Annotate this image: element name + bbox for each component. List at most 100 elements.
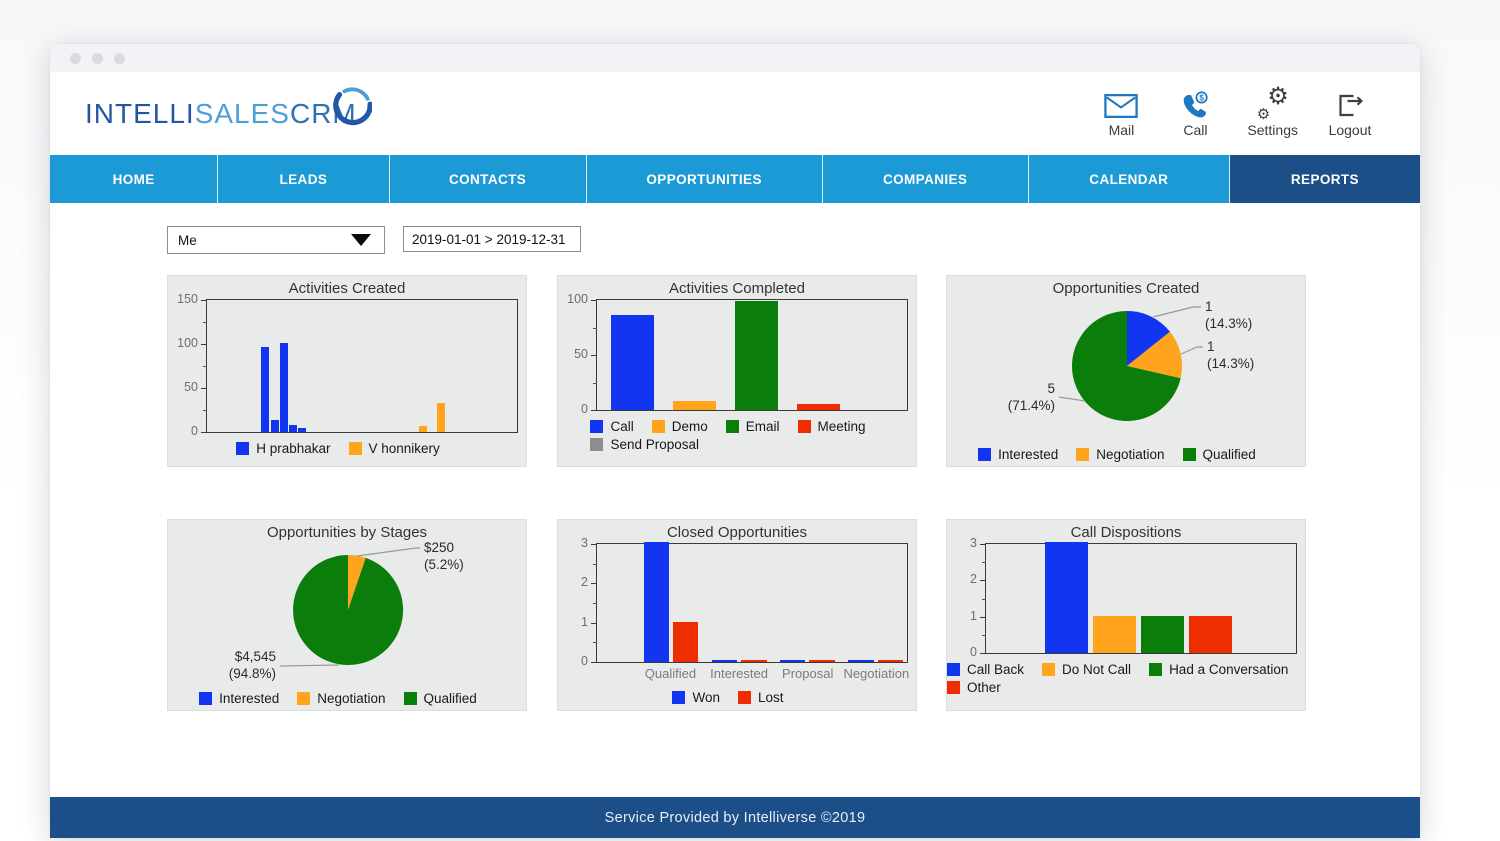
y-minor-tick	[982, 634, 986, 636]
date-range-input[interactable]: 2019-01-01 > 2019-12-31	[403, 226, 581, 252]
pie-callout-label: (94.8%)	[229, 666, 276, 681]
y-tick: 3	[970, 536, 986, 550]
legend-label: Meeting	[817, 419, 866, 434]
y-tick-label: 3	[970, 536, 977, 550]
bar	[1189, 616, 1233, 653]
legend-row: Call Demo Email Meeting	[590, 419, 883, 437]
legend-item: Had a Conversation	[1149, 662, 1288, 677]
legend-label: Interested	[998, 447, 1059, 462]
y-tick-label: 1	[970, 608, 977, 623]
logo-swoosh-icon	[332, 86, 372, 125]
bar	[297, 428, 306, 432]
tab-opportunities[interactable]: OPPORTUNITIES	[586, 155, 823, 203]
mail-button[interactable]: Mail	[1099, 89, 1143, 138]
bar	[643, 542, 669, 662]
y-tick: 0	[970, 645, 986, 659]
legend-swatch	[1182, 448, 1196, 461]
plot-area: 0 1 2 3	[581, 536, 908, 668]
pie-slice	[1127, 311, 1170, 366]
tab-calendar[interactable]: CALENDAR	[1028, 155, 1230, 203]
bar	[711, 660, 738, 662]
logout-label: Logout	[1328, 122, 1372, 138]
bar	[1092, 616, 1137, 653]
legend-swatch	[199, 692, 213, 705]
pie-callout-label: 5	[1047, 381, 1055, 396]
mail-label: Mail	[1108, 122, 1135, 138]
legend-item: Negotiation	[1076, 447, 1165, 462]
legend-swatch	[1042, 663, 1056, 676]
legend-swatch	[672, 691, 686, 704]
legend-label: Call Back	[967, 662, 1025, 677]
bar	[848, 660, 874, 662]
legend-item: Interested	[199, 691, 279, 706]
legend-item: Do Not Call	[1042, 662, 1131, 677]
pie-chart: $250 (5.2%) $4,545 (94.8%)	[229, 540, 464, 681]
y-tick-label: 2	[581, 575, 588, 590]
legend-swatch	[297, 692, 311, 705]
callout-line	[1058, 396, 1086, 402]
bar	[809, 660, 835, 662]
tab-contacts[interactable]: CONTACTS	[389, 155, 587, 203]
legend-row: Call Back Do Not Call Had a Conversation	[947, 662, 1306, 680]
x-axis-labels: Qualified Interested Proposal Negotiation	[596, 666, 910, 682]
y-tick: 1	[581, 615, 597, 629]
app-window: INTELLI SALES CRM Mail	[50, 44, 1420, 838]
y-tick: 3	[581, 536, 597, 550]
pie-slice	[1071, 311, 1181, 421]
y-tick: 100	[177, 336, 207, 350]
legend-item: Lost	[737, 690, 784, 705]
plot-area: 0 50 100 150	[177, 292, 518, 438]
y-tick-label: 50	[184, 380, 198, 394]
chart-legend: Interested Negotiation Qualified	[199, 691, 495, 709]
call-button[interactable]: $ Call	[1173, 89, 1217, 138]
bar	[261, 347, 270, 432]
legend-row: Send Proposal	[590, 437, 883, 455]
window-control-dot[interactable]	[70, 52, 81, 64]
chart-activities-completed: Activities Completed 0 50 100 Call Demo Email…	[557, 275, 917, 467]
chart-title: Call Dispositions	[1070, 524, 1182, 541]
tab-companies[interactable]: COMPANIES	[822, 155, 1029, 203]
bar	[741, 660, 767, 662]
callout-line	[1180, 346, 1203, 355]
y-tick-label: 1	[581, 614, 588, 629]
y-tick: 0	[581, 402, 597, 416]
window-control-dot[interactable]	[92, 52, 103, 64]
legend-label: V honnikery	[368, 441, 440, 456]
chart-legend: Call Back Do Not Call Had a Conversation Ot…	[947, 662, 1306, 698]
y-tick: 0	[581, 654, 597, 668]
legend-swatch	[590, 438, 604, 451]
pie-callout-label: (14.3%)	[1205, 316, 1252, 331]
legend-item: Send Proposal	[590, 437, 699, 452]
owner-select[interactable]: Me	[167, 226, 385, 254]
y-tick-label: 100	[177, 336, 198, 350]
y-tick-label: 0	[970, 645, 977, 659]
legend-row: Won Lost	[672, 690, 801, 708]
bar	[288, 425, 297, 432]
tab-home[interactable]: HOME	[50, 155, 219, 203]
legend-item: Call Back	[947, 662, 1024, 677]
y-tick-label: 0	[581, 402, 588, 416]
legend-item: Meeting	[797, 419, 866, 434]
legend-item: Interested	[978, 447, 1058, 462]
legend-swatch	[947, 681, 960, 694]
y-tick-label: 2	[970, 572, 977, 587]
legend-swatch	[651, 420, 665, 433]
main-navigation: HOME LEADS CONTACTS OPPORTUNITIES COMPAN…	[50, 155, 1420, 203]
pie-callout-label: $250	[424, 540, 454, 555]
tab-reports[interactable]: REPORTS	[1229, 155, 1420, 203]
y-minor-tick	[593, 327, 597, 329]
tab-leads[interactable]: LEADS	[218, 155, 390, 203]
legend-row: Interested Negotiation Qualified	[199, 691, 495, 709]
legend-swatch	[947, 663, 960, 676]
pie-callout-label: (5.2%)	[424, 557, 464, 572]
y-tick: 100	[567, 292, 597, 306]
bar	[437, 403, 446, 432]
y-tick-label: 150	[177, 292, 198, 306]
chart-legend: H prabhakar V honnikery	[236, 441, 458, 459]
x-category-label: Negotiation	[843, 666, 910, 681]
settings-button[interactable]: ⚙ ⚙ Settings	[1247, 85, 1298, 139]
app-logo[interactable]: INTELLI SALES CRM	[85, 86, 372, 130]
bar	[610, 315, 655, 410]
window-control-dot[interactable]	[114, 52, 125, 64]
logout-button[interactable]: Logout	[1328, 89, 1372, 138]
